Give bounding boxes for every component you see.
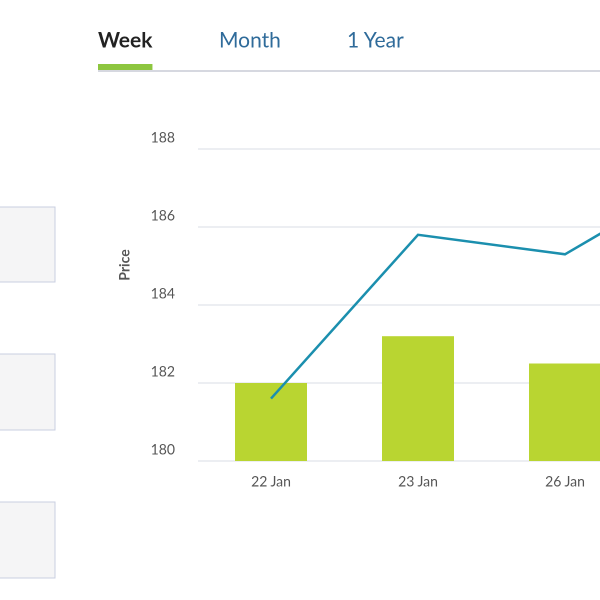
y-tick-label: 186 (151, 207, 175, 224)
side-panel (0, 501, 56, 579)
tab[interactable]: Month (219, 27, 281, 52)
y-tick-label: 180 (151, 441, 175, 458)
side-panel (0, 353, 56, 431)
side-panel (0, 206, 56, 283)
x-tick-label: 23 Jan (398, 473, 438, 490)
price-line (270, 232, 600, 400)
x-tick-label: 22 Jan (251, 473, 291, 490)
tab[interactable]: Week (98, 27, 153, 52)
tab-underline (98, 64, 153, 70)
y-tick-label: 188 (151, 129, 175, 146)
bar (382, 336, 454, 461)
bar (235, 383, 307, 461)
y-tick-label: 182 (151, 363, 175, 380)
x-tick-label: 26 Jan (545, 473, 585, 490)
y-axis-label: Price (116, 249, 133, 281)
tab[interactable]: 1 Year (347, 27, 404, 52)
y-tick-label: 184 (151, 285, 175, 302)
bar (529, 363, 600, 461)
